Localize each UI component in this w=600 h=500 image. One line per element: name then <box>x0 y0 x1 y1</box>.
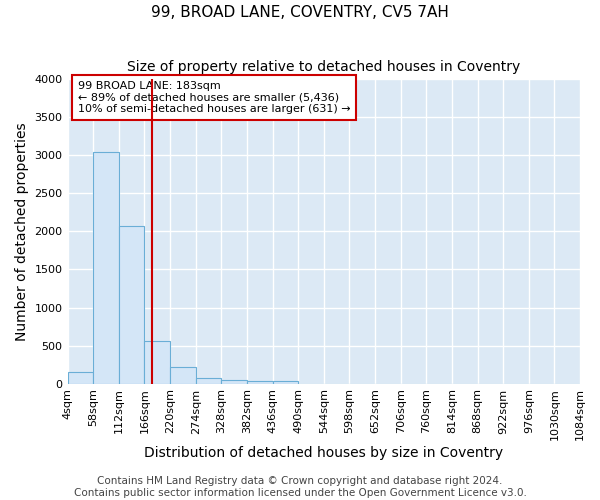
Bar <box>68 372 93 384</box>
Bar <box>170 367 196 384</box>
X-axis label: Distribution of detached houses by size in Coventry: Distribution of detached houses by size … <box>144 446 503 460</box>
Bar <box>93 152 119 384</box>
Title: Size of property relative to detached houses in Coventry: Size of property relative to detached ho… <box>127 60 520 74</box>
Text: 99, BROAD LANE, COVENTRY, CV5 7AH: 99, BROAD LANE, COVENTRY, CV5 7AH <box>151 5 449 20</box>
Bar <box>196 378 221 384</box>
Bar <box>247 381 272 384</box>
Y-axis label: Number of detached properties: Number of detached properties <box>15 122 29 341</box>
Bar <box>272 381 298 384</box>
Bar <box>119 226 145 384</box>
Text: 99 BROAD LANE: 183sqm
← 89% of detached houses are smaller (5,436)
10% of semi-d: 99 BROAD LANE: 183sqm ← 89% of detached … <box>78 81 350 114</box>
Text: Contains HM Land Registry data © Crown copyright and database right 2024.
Contai: Contains HM Land Registry data © Crown c… <box>74 476 526 498</box>
Bar <box>221 380 247 384</box>
Bar <box>145 342 170 384</box>
